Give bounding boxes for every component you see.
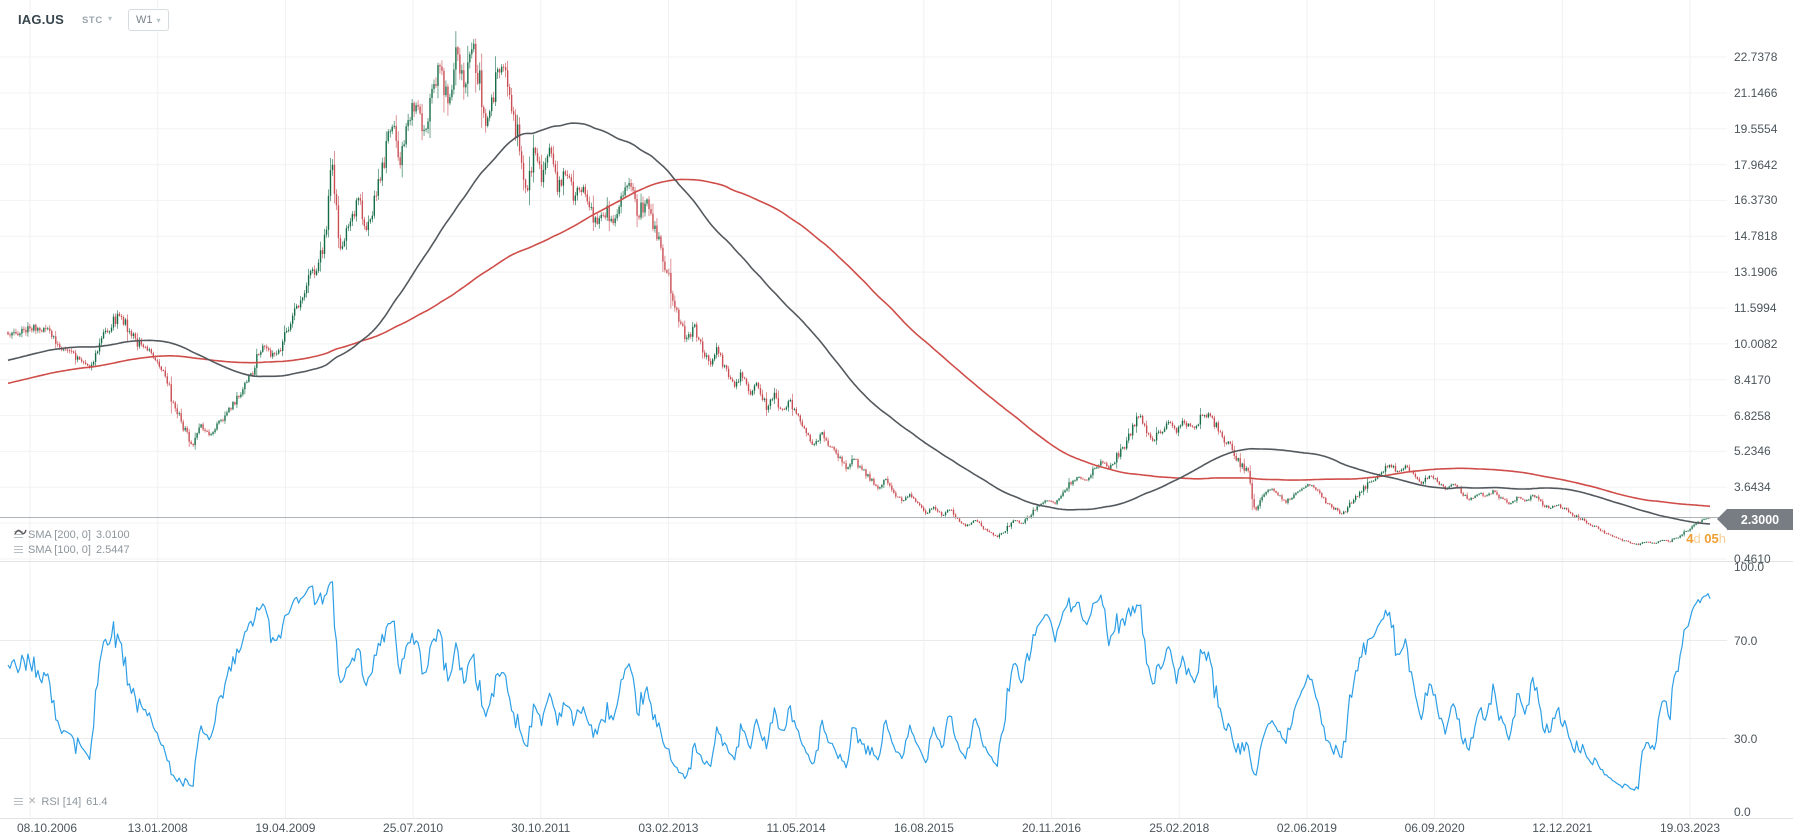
indicator-menu-icon[interactable] xyxy=(14,544,23,555)
rsi-tick-label: 0.0 xyxy=(1734,805,1751,819)
date-tick-label: 12.12.2021 xyxy=(1532,821,1593,835)
instrument-type-label[interactable]: STC xyxy=(82,15,103,26)
date-tick-label: 02.06.2019 xyxy=(1276,821,1337,835)
sma-100-line xyxy=(7,122,1711,525)
indicator-menu-icon[interactable] xyxy=(14,529,23,540)
sma-100-line-icon xyxy=(14,529,27,535)
sma-legend: SMA [200, 0] 3.0100 SMA [100, 0] 2.5447 xyxy=(14,527,130,557)
rsi-tick-label: 30.0 xyxy=(1734,731,1758,746)
sma-200-label: SMA [200, 0] xyxy=(28,528,91,541)
date-tick-label: 03.02.2013 xyxy=(638,821,699,835)
price-tick-label: 5.2346 xyxy=(1734,444,1771,459)
indicator-menu-icon[interactable] xyxy=(14,796,23,807)
countdown-hours: 05 xyxy=(1704,531,1719,546)
date-tick-label: 13.01.2008 xyxy=(127,821,188,835)
timeframe-dropdown[interactable]: W1 ▾ xyxy=(128,9,169,31)
current-price-value: 2.3000 xyxy=(1740,512,1780,527)
rsi-line xyxy=(7,581,1711,791)
sma-200-legend-row[interactable]: SMA [200, 0] 3.0100 xyxy=(14,527,130,542)
price-tick-label: 16.3730 xyxy=(1734,193,1778,208)
sma-100-legend-row[interactable]: SMA [100, 0] 2.5447 xyxy=(14,529,130,557)
price-tick-label: 8.4170 xyxy=(1734,372,1771,387)
price-tick-label: 3.6434 xyxy=(1734,480,1771,495)
rsi-label: RSI [14] xyxy=(41,795,82,808)
date-tick-label: 08.10.2006 xyxy=(16,821,78,835)
date-tick-label: 25.07.2010 xyxy=(383,821,444,835)
current-price-badge: 2.3000 xyxy=(1717,509,1793,530)
rsi-legend[interactable]: ✕ RSI [14] 61.4 xyxy=(14,794,108,809)
rsi-value: 61.4 xyxy=(86,795,108,808)
close-icon[interactable]: ✕ xyxy=(28,795,37,807)
bar-countdown: 4d 05h xyxy=(1686,531,1726,546)
countdown-days: 4 xyxy=(1686,531,1694,546)
sma-200-line xyxy=(7,178,1711,508)
date-tick-label: 16.08.2015 xyxy=(893,821,954,835)
price-tick-label: 19.5554 xyxy=(1734,121,1778,136)
price-tick-label: 0.4610 xyxy=(1734,552,1771,566)
chevron-down-icon: ▾ xyxy=(156,15,161,25)
symbol-label: IAG.US xyxy=(18,12,64,27)
price-tick-label: 10.0082 xyxy=(1734,336,1778,351)
sma-100-label: SMA [100, 0] xyxy=(28,543,91,556)
sma-100-value: 2.5447 xyxy=(95,543,130,556)
date-tick-label: 19.04.2009 xyxy=(255,821,316,835)
price-tick-label: 13.1906 xyxy=(1734,265,1778,280)
rsi-tick-label: 100.0 xyxy=(1734,560,1765,574)
price-tick-label: 6.8258 xyxy=(1734,408,1771,423)
price-tick-label: 17.9642 xyxy=(1734,157,1778,172)
date-tick-label: 20.11.2016 xyxy=(1021,821,1082,835)
date-tick-label: 06.09.2020 xyxy=(1404,821,1465,835)
date-tick-label: 11.05.2014 xyxy=(766,821,826,835)
price-tick-label: 21.1466 xyxy=(1734,85,1778,100)
timeframe-value: W1 xyxy=(136,14,153,26)
date-tick-label: 30.10.2011 xyxy=(511,821,571,835)
price-tick-label: 14.7818 xyxy=(1734,229,1778,244)
date-tick-label: 25.02.2018 xyxy=(1149,821,1210,835)
rsi-tick-label: 70.0 xyxy=(1734,633,1758,648)
date-tick-label: 19.03.2023 xyxy=(1659,821,1721,835)
chevron-down-icon[interactable]: ▾ xyxy=(108,14,113,23)
sma-200-value: 3.0100 xyxy=(95,528,130,541)
price-tick-label: 11.5994 xyxy=(1734,301,1777,315)
price-tick-label: 22.7378 xyxy=(1734,50,1778,64)
